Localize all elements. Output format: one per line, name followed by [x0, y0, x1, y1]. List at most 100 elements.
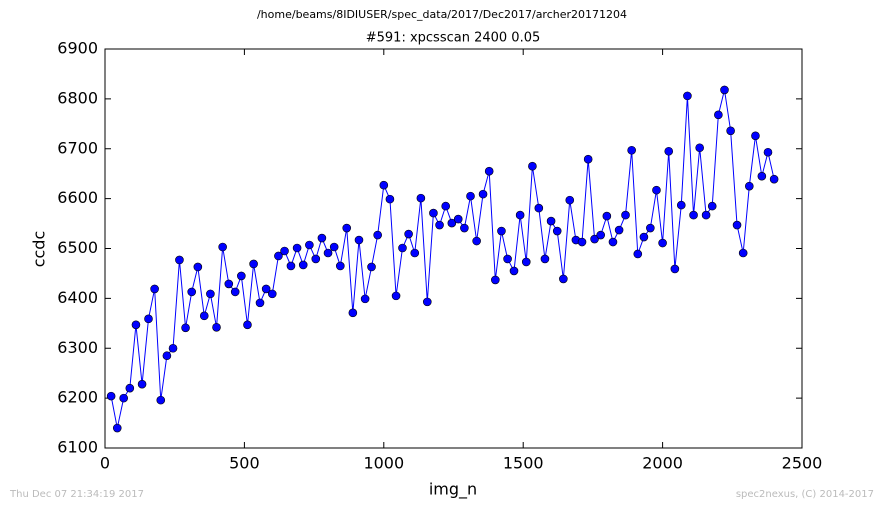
data-point	[769, 174, 779, 184]
data-point	[391, 291, 401, 301]
data-point	[521, 257, 531, 267]
chart-title: #591: xpcsscan 2400 0.05	[366, 31, 541, 46]
data-point	[664, 146, 674, 156]
data-point	[119, 393, 128, 403]
data-point	[763, 147, 773, 157]
data-point	[577, 237, 587, 247]
data-point	[602, 211, 612, 221]
footer-right: spec2nexus, (C) 2014-2017	[736, 489, 874, 500]
data-point	[633, 249, 643, 259]
data-point	[701, 210, 711, 220]
data-point	[491, 275, 500, 285]
data-point	[422, 297, 432, 307]
data-point	[639, 232, 649, 242]
data-point	[670, 264, 680, 274]
y-tick-label: 6600	[57, 188, 98, 207]
data-point	[398, 243, 407, 253]
y-tick-label: 6500	[57, 238, 98, 257]
data-point	[757, 171, 767, 181]
data-point	[144, 314, 153, 324]
data-point	[540, 254, 550, 264]
data-point	[410, 248, 420, 258]
data-point	[106, 391, 116, 401]
data-point	[237, 271, 246, 281]
data-point	[193, 262, 203, 272]
data-point	[652, 185, 661, 195]
data-point	[726, 126, 735, 136]
data-point	[218, 242, 227, 252]
data-point	[608, 237, 618, 247]
data-point	[274, 251, 283, 261]
data-point	[267, 289, 277, 299]
data-point	[478, 189, 488, 199]
data-point	[714, 110, 723, 120]
data-point	[199, 311, 209, 321]
data-point	[317, 233, 327, 243]
data-point	[249, 259, 258, 269]
data-point	[515, 210, 525, 220]
data-point	[435, 220, 444, 230]
data-point	[175, 255, 184, 265]
data-point	[528, 161, 537, 171]
x-tick-label: 2000	[642, 454, 683, 473]
data-point	[137, 379, 147, 389]
data-point	[336, 261, 345, 271]
data-point	[329, 242, 339, 252]
data-point	[534, 203, 544, 213]
data-point	[131, 320, 141, 330]
data-point	[206, 289, 215, 299]
data-point	[590, 234, 599, 244]
data-point	[460, 223, 469, 233]
y-axis-label: ccdc	[30, 231, 49, 268]
plot-frame	[104, 48, 803, 449]
footer-left: Thu Dec 07 21:34:19 2017	[9, 489, 144, 500]
data-point	[596, 230, 606, 240]
x-tick-label: 1000	[363, 454, 404, 473]
data-point	[429, 208, 438, 218]
data-point	[286, 261, 296, 271]
data-point	[738, 248, 748, 258]
x-tick-label: 2500	[782, 454, 823, 473]
data-point	[720, 85, 729, 95]
data-point	[583, 154, 593, 164]
data-point	[466, 191, 475, 201]
data-point	[125, 383, 135, 393]
x-axis-label: img_n	[429, 480, 477, 500]
data-point	[695, 143, 704, 153]
data-point	[441, 201, 450, 211]
data-point	[453, 214, 463, 224]
data-point	[385, 194, 395, 204]
data-point	[162, 351, 172, 361]
y-tick-label: 6400	[57, 288, 98, 307]
data-point	[658, 238, 667, 248]
data-point	[243, 320, 252, 330]
data-point	[503, 254, 512, 264]
data-point	[472, 236, 481, 246]
data-point	[745, 181, 754, 191]
data-point	[181, 323, 190, 333]
data-point	[707, 201, 717, 211]
data-point	[255, 298, 265, 308]
data-point	[379, 180, 389, 190]
data-point	[342, 223, 352, 233]
data-point	[552, 226, 562, 236]
x-tick-label: 500	[229, 454, 260, 473]
data-point	[212, 323, 221, 332]
data-point	[751, 131, 760, 141]
data-point	[305, 240, 314, 250]
suptitle: /home/beams/8IDIUSER/spec_data/2017/Dec2…	[257, 8, 627, 21]
data-point	[676, 200, 686, 210]
data-point	[354, 235, 364, 245]
data-point	[348, 308, 358, 318]
data-point	[187, 287, 197, 297]
data-point	[509, 266, 519, 276]
data-point	[156, 395, 166, 405]
data-point	[646, 223, 655, 233]
data-point	[416, 193, 426, 203]
data-point	[230, 287, 240, 297]
data-point	[689, 210, 698, 220]
data-point	[621, 210, 630, 220]
data-point	[112, 423, 122, 433]
